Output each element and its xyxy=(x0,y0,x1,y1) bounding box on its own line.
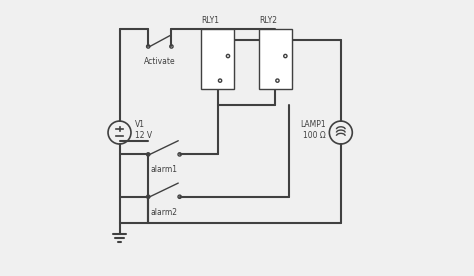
FancyBboxPatch shape xyxy=(259,29,292,89)
Text: RLY1: RLY1 xyxy=(201,16,219,25)
Text: alarm1: alarm1 xyxy=(150,165,177,174)
Text: LAMP1
100 Ω: LAMP1 100 Ω xyxy=(300,120,326,139)
Text: RLY2: RLY2 xyxy=(259,16,277,25)
FancyBboxPatch shape xyxy=(201,29,234,89)
Text: V1
12 V: V1 12 V xyxy=(135,120,152,139)
Text: Activate: Activate xyxy=(144,57,176,67)
Text: alarm2: alarm2 xyxy=(150,208,177,217)
